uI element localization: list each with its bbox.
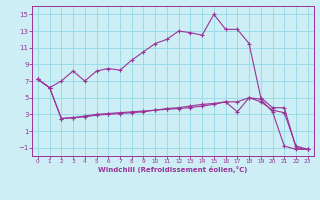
X-axis label: Windchill (Refroidissement éolien,°C): Windchill (Refroidissement éolien,°C) [98, 166, 247, 173]
